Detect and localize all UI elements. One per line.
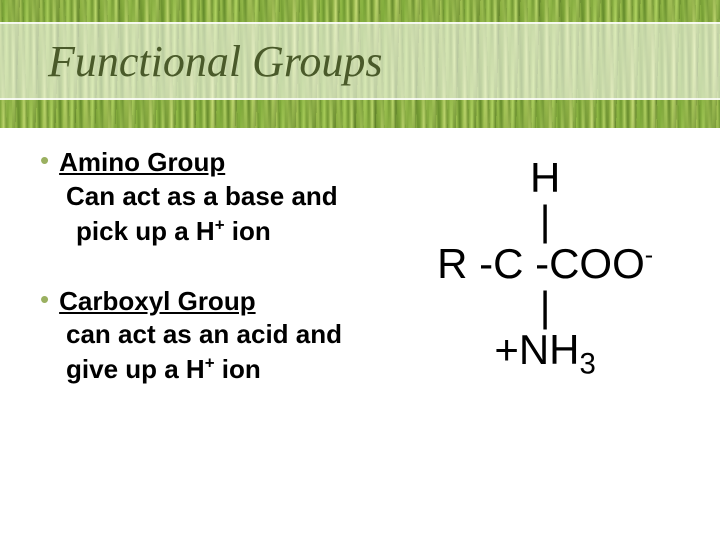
group-block-carboxyl: • Carboxyl Group can act as an acid and … xyxy=(40,285,394,388)
amino-sup: + xyxy=(215,215,225,234)
group-desc-carboxyl: can act as an acid and give up a H+ ion xyxy=(40,317,394,387)
amino-line1: Can act as a base and xyxy=(66,181,338,211)
carboxyl-line1: can act as an acid and xyxy=(66,319,342,349)
amino-line2-pre: pick up a H xyxy=(76,216,215,246)
carboxyl-line2-pre: give up a H xyxy=(66,354,205,384)
group-desc-amino: Can act as a base and pick up a H+ ion xyxy=(40,179,394,249)
chem-minus: - xyxy=(645,241,653,269)
amino-line2-post: ion xyxy=(225,216,271,246)
chem-nh3-pre: +NH xyxy=(494,326,579,373)
group-title-carboxyl: Carboxyl Group xyxy=(59,285,255,318)
bullet-icon: • xyxy=(40,146,49,175)
left-column: • Amino Group Can act as a base and pick… xyxy=(40,146,394,522)
title-bar: Functional Groups xyxy=(0,22,720,100)
carboxyl-line2-post: ion xyxy=(215,354,261,384)
bullet-icon: • xyxy=(40,285,49,314)
group-title-amino: Amino Group xyxy=(59,146,225,179)
chem-nh3: +NH3 xyxy=(494,326,596,381)
chem-nh3-sub: 3 xyxy=(580,348,596,381)
group-block-amino: • Amino Group Can act as a base and pick… xyxy=(40,146,394,249)
slide-title: Functional Groups xyxy=(48,36,382,87)
chem-bond-2: | xyxy=(540,288,551,326)
carboxyl-sup: + xyxy=(205,354,215,373)
chem-bond-1: | xyxy=(540,202,551,240)
chem-backbone: R -C -COO- xyxy=(437,240,653,288)
chem-h: H xyxy=(530,154,560,202)
chem-backbone-pre: R -C -COO xyxy=(437,240,645,287)
content-area: • Amino Group Can act as a base and pick… xyxy=(0,128,720,540)
chemistry-structure: H | R -C -COO- | +NH3 xyxy=(394,146,696,522)
